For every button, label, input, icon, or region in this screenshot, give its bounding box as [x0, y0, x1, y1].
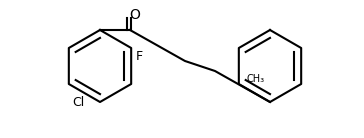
- Text: CH₃: CH₃: [247, 74, 265, 84]
- Text: O: O: [130, 8, 141, 22]
- Text: Cl: Cl: [73, 95, 85, 108]
- Text: F: F: [136, 50, 143, 63]
